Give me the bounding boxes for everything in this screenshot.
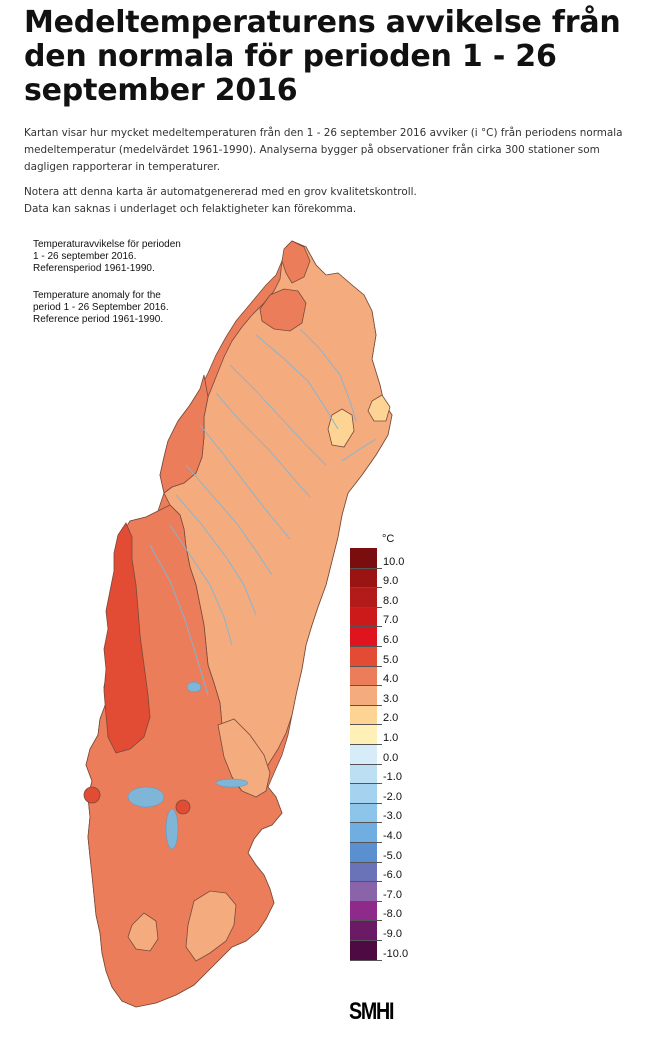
legend-tick [350,724,382,726]
intro-text: Kartan visar hur mycket medeltemperature… [24,127,623,173]
caption-en-line: Temperature anomaly for the [33,290,161,301]
legend-swatch [350,567,377,588]
legend-label: 7.0 [383,614,399,627]
legend-swatch [350,587,377,607]
legend-tick [350,881,382,883]
legend-swatch [350,548,377,568]
legend-label: 2.0 [383,712,399,725]
legend-tick [350,685,382,687]
lake-vanern [127,786,165,808]
legend-label: 8.0 [383,594,399,607]
legend-swatch [350,606,377,627]
legend-label: 0.0 [383,751,399,764]
legend-tick [350,606,382,608]
note-text: Notera att denna karta är automatgenerer… [24,184,624,218]
legend-tick [350,587,382,589]
legend-swatch [350,704,377,725]
caption-sv-line: 1 - 26 september 2016. [33,251,137,262]
legend-tick [350,900,382,902]
legend-tick [350,763,382,765]
legend-tick [350,626,382,628]
region-4-5-west [103,522,151,754]
legend-swatch [350,783,377,803]
legend-swatch [350,861,377,882]
region-3-4-north [159,374,209,494]
legend-label: -6.0 [383,869,402,882]
map-caption-swedish: Temperaturavvikelse för perioden 1 - 26 … [33,239,233,275]
legend-tick [350,959,382,961]
region-1-2-east [327,408,355,448]
legend-label: -5.0 [383,849,402,862]
legend-swatch [350,900,377,921]
lake-siljan [186,681,202,693]
legend-label: -7.0 [383,888,402,901]
caption-en-line: Reference period 1961-1990. [33,314,164,325]
region-1-2-northeast [367,394,391,422]
legend-swatch [350,646,377,666]
legend-label: -3.0 [383,810,402,823]
note-line-2: Data kan saknas i underlaget och felakti… [24,203,357,215]
note-line-1: Notera att denna karta är automatgenerer… [24,186,417,198]
legend-tick [350,567,382,569]
caption-sv-line: Temperaturavvikelse för perioden [33,239,181,250]
legend-label: 5.0 [383,653,399,666]
region-2-3-southeast [185,890,237,962]
legend-label: 3.0 [383,692,399,705]
legend-label: 1.0 [383,732,399,744]
temperature-anomaly-map: Temperaturavvikelse för perioden 1 - 26 … [20,225,440,1037]
map-logo: SMHI [349,998,395,1025]
region-4-5-spot [175,799,191,815]
legend-tick [350,704,382,706]
legend-tick [350,861,382,863]
legend-swatch [350,940,377,960]
legend-label: 6.0 [383,634,399,646]
region-2-3-southwest [127,912,159,952]
legend-label: -10.0 [383,947,409,960]
legend-unit: °C [382,533,395,545]
legend-swatch [350,763,377,784]
legend-tick [350,646,382,647]
caption-sv-line: Referensperiod 1961-1990. [33,263,155,274]
sweden-map [83,240,393,1008]
legend-label: -4.0 [383,830,402,842]
region-2-3-coast [217,718,271,798]
legend-tick [350,665,382,667]
legend-swatch [350,724,377,744]
rivers [149,328,377,696]
legend-swatch [350,881,377,901]
legend-tick [350,920,382,922]
legend-label: 10.0 [383,555,405,568]
legend-tick [350,783,382,785]
legend-swatch [350,802,377,823]
region-3-4-tip [281,240,311,284]
lake-malaren [215,778,249,788]
legend-swatch [350,842,377,862]
legend-label: -8.0 [383,908,402,921]
legend-swatch [350,665,377,686]
legend-tick [350,802,382,804]
legend-swatch [350,920,377,940]
legend-swatch [350,685,377,705]
lake-vattern [165,808,179,850]
legend-tick [350,842,382,843]
page-title: Medeltemperaturens avvikelse från den no… [24,5,621,108]
map-caption-english: Temperature anomaly for the period 1 - 2… [33,290,233,326]
legend-label: 9.0 [383,575,399,588]
caption-en-line: period 1 - 26 September 2016. [33,302,169,313]
legend-label: -1.0 [383,771,402,784]
legend-label: 4.0 [383,673,399,686]
legend-swatch [350,744,377,764]
legend-tick [350,822,382,824]
region-4-5-spot [83,786,101,804]
legend-label: -2.0 [383,790,402,803]
legend-swatch [350,626,377,646]
legend-swatch [350,822,377,842]
legend-tick [350,744,382,745]
legend-tick [350,940,382,941]
region-3-4-far-north [259,288,307,332]
legend-label: -9.0 [383,928,402,940]
